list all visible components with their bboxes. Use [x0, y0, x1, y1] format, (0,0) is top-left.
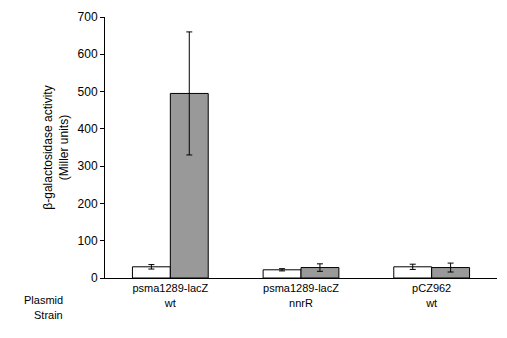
svg-text:Plasmid: Plasmid — [24, 294, 63, 306]
svg-text:700: 700 — [78, 10, 98, 24]
svg-text:200: 200 — [78, 197, 98, 211]
svg-text:500: 500 — [78, 85, 98, 99]
svg-text:400: 400 — [78, 122, 98, 136]
svg-text:100: 100 — [78, 234, 98, 248]
svg-text:600: 600 — [78, 47, 98, 61]
svg-text:psma1289-lacZwt: psma1289-lacZwt — [132, 282, 208, 308]
svg-text:300: 300 — [78, 159, 98, 173]
svg-text:psma1289-lacZnnrR: psma1289-lacZnnrR — [263, 282, 339, 308]
svg-text:β-galactosidase activity(Mille: β-galactosidase activity(Miller units) — [41, 85, 71, 209]
svg-text:Strain: Strain — [34, 309, 63, 321]
svg-text:0: 0 — [91, 271, 98, 285]
svg-text:pCZ962wt: pCZ962wt — [412, 282, 451, 308]
